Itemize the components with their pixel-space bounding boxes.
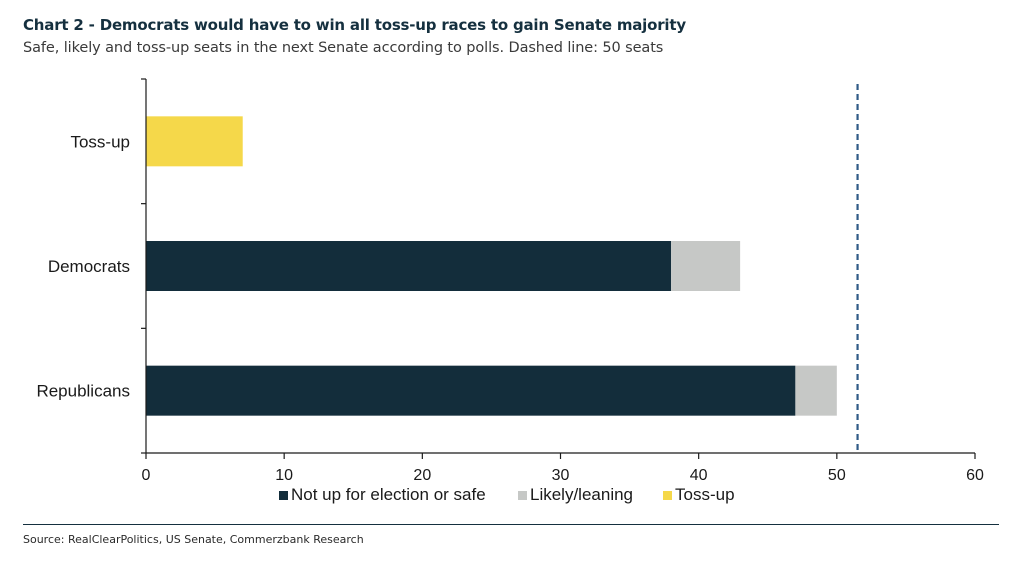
legend-label-toss-up: Toss-up bbox=[675, 485, 735, 504]
legend-swatch-likely-leaning bbox=[518, 491, 527, 500]
source-note: Source: RealClearPolitics, US Senate, Co… bbox=[23, 533, 364, 546]
bar-democrats-not-up-for-election-or-safe bbox=[146, 241, 672, 291]
bar-chart: Toss-up Democrats Republicans 0 10 20 30 40 50 60… bbox=[36, 78, 984, 504]
legend-label-likely-leaning: Likely/leaning bbox=[530, 485, 633, 504]
chart-title: Chart 2 - Democrats would have to win al… bbox=[23, 16, 686, 34]
legend: Not up for election or safe Likely/leanin… bbox=[279, 485, 735, 504]
legend-label-not-up-for-election-or-safe: Not up for election or safe bbox=[291, 485, 486, 504]
x-tick-label: 20 bbox=[413, 467, 431, 484]
bar-republicans-likely-leaning bbox=[795, 365, 837, 416]
x-tick-label: 40 bbox=[690, 467, 708, 484]
category-label-toss-up: Toss-up bbox=[70, 132, 130, 151]
chart-subtitle: Safe, likely and toss-up seats in the ne… bbox=[23, 40, 664, 56]
x-tick-label: 60 bbox=[966, 467, 984, 484]
source-divider bbox=[23, 524, 999, 525]
x-tick-label: 0 bbox=[142, 467, 151, 484]
category-label-republicans: Republicans bbox=[36, 382, 130, 401]
legend-swatch-toss-up bbox=[663, 491, 672, 500]
x-tick-label: 50 bbox=[828, 467, 846, 484]
bar-republicans-not-up-for-election-or-safe bbox=[146, 365, 796, 416]
legend-swatch-not-up-for-election-or-safe bbox=[279, 491, 288, 500]
category-label-democrats: Democrats bbox=[48, 257, 130, 276]
bar-toss-up-toss-up bbox=[146, 116, 243, 167]
x-tick-label: 10 bbox=[275, 467, 293, 484]
x-tick-label: 30 bbox=[552, 467, 570, 484]
plot-area: Toss-up Democrats Republicans 0 10 20 30 40 50 60 bbox=[36, 78, 984, 484]
bar-democrats-likely-leaning bbox=[671, 241, 741, 291]
